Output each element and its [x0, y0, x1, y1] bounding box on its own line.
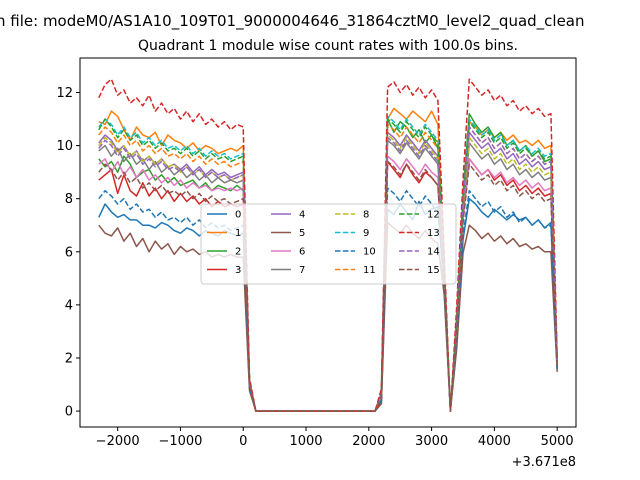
series-line-13 [98, 78, 558, 412]
legend-label: 10 [363, 247, 376, 258]
legend-label: 14 [427, 247, 440, 258]
legend-label: 9 [363, 228, 369, 239]
legend-label: 8 [363, 210, 369, 221]
y-tick-label: 2 [65, 351, 73, 366]
legend-label: 12 [427, 210, 440, 221]
legend-label: 3 [235, 265, 241, 276]
x-tick-label: 1000 [289, 434, 322, 449]
x-tick-label: −1000 [158, 434, 202, 449]
legend-label: 15 [427, 265, 440, 276]
legend-label: 1 [235, 228, 241, 239]
x-tick-label: 2000 [352, 434, 385, 449]
legend-label: 7 [299, 265, 305, 276]
y-tick-label: 4 [65, 298, 73, 313]
plot-lines [98, 78, 558, 412]
x-tick-label: 4000 [478, 434, 511, 449]
legend-label: 4 [299, 210, 305, 221]
y-axis: 0 2 4 6 8 10 12 [56, 86, 80, 420]
legend-label: 2 [235, 247, 241, 258]
x-tick-label: 5000 [541, 434, 574, 449]
legend-label: 11 [363, 265, 376, 276]
x-offset-label: +3.671e8 [512, 455, 576, 470]
legend-label: 5 [299, 228, 305, 239]
x-tick-label: 3000 [415, 434, 448, 449]
series-line-15 [98, 160, 558, 412]
x-axis: −2000 −1000 0 1000 2000 3000 4000 5000 [96, 427, 574, 449]
y-tick-label: 12 [56, 86, 73, 101]
y-tick-label: 6 [65, 245, 73, 260]
y-tick-label: 8 [65, 192, 73, 207]
y-tick-label: 0 [65, 405, 73, 420]
axes-frame [79, 57, 577, 428]
legend-box [200, 203, 457, 285]
x-tick-label: −2000 [96, 434, 140, 449]
x-tick-label: 0 [239, 434, 247, 449]
figure-suptitle: n file: modeM0/AS1A10_109T01_9000004646_… [0, 12, 585, 31]
y-tick-label: 10 [56, 139, 73, 154]
legend-label: 0 [235, 210, 241, 221]
legend-label: 6 [299, 247, 305, 258]
legend-label: 13 [427, 228, 440, 239]
axes-title: Quadrant 1 module wise count rates with … [138, 38, 518, 54]
